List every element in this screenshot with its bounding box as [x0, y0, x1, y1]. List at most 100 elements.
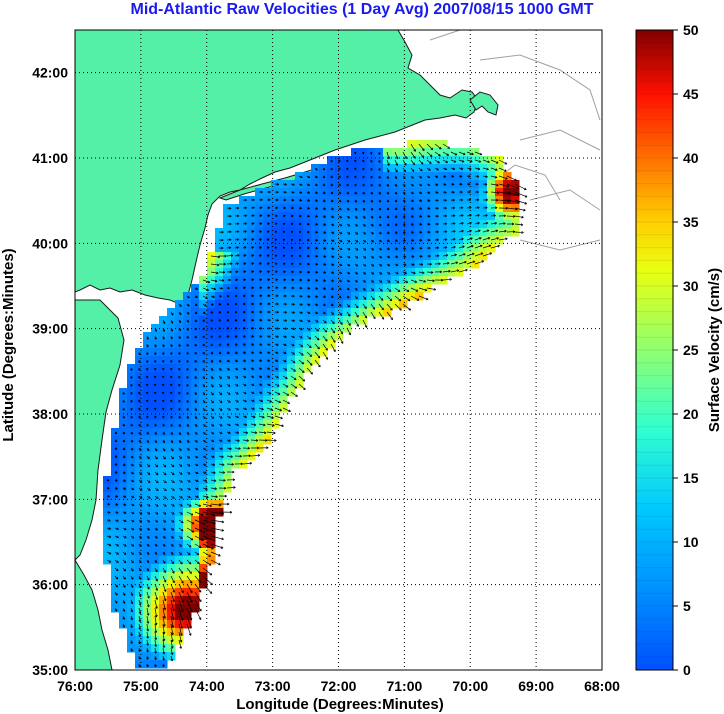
velocity-arrowhead	[267, 230, 270, 234]
velocity-arrowhead	[203, 424, 206, 427]
velocity-arrowhead	[435, 175, 439, 178]
velocity-arrowhead	[452, 190, 455, 194]
velocity-arrowhead	[276, 198, 279, 202]
velocity-arrowhead	[323, 263, 327, 266]
velocity-arrowhead	[164, 496, 167, 499]
velocity-arrowhead	[331, 247, 335, 250]
velocity-arrowhead	[130, 593, 134, 596]
velocity-arrowhead	[155, 520, 159, 523]
velocity-arrowhead	[218, 335, 222, 338]
velocity-arrowhead	[235, 286, 238, 290]
velocity-arrowhead	[130, 424, 133, 427]
velocity-arrowhead	[377, 160, 381, 163]
velocity-arrowhead	[427, 199, 431, 202]
velocity-arrowhead	[477, 167, 481, 171]
velocity-arrowhead	[169, 416, 173, 419]
velocity-arrowhead	[187, 552, 191, 556]
velocity-arrowhead	[427, 183, 431, 186]
velocity-arrowhead	[227, 286, 230, 290]
velocity-arrow	[394, 303, 402, 311]
velocity-arrowhead	[138, 649, 141, 652]
velocity-arrowhead	[131, 535, 135, 539]
velocity-arrowhead	[221, 455, 224, 459]
velocity-arrowhead	[398, 298, 402, 302]
velocity-arrow	[186, 559, 192, 565]
velocity-arrowhead	[114, 463, 118, 466]
velocity-arrowhead	[234, 302, 238, 306]
velocity-arrowhead	[301, 353, 304, 356]
velocity-arrow	[162, 647, 165, 655]
velocity-arrowhead	[163, 616, 166, 619]
velocity-arrowhead	[309, 354, 313, 357]
velocity-arrowhead	[161, 383, 165, 387]
velocity-arrowhead	[325, 338, 328, 342]
velocity-arrowhead	[330, 183, 334, 187]
velocity-arrowhead	[355, 263, 359, 267]
velocity-arrowhead	[486, 229, 490, 233]
velocity-arrowhead	[425, 297, 429, 301]
velocity-arrowhead	[219, 384, 222, 388]
velocity-arrowhead	[240, 462, 243, 466]
velocity-arrowhead	[155, 606, 158, 609]
velocity-arrowhead	[395, 156, 399, 160]
velocity-arrow	[458, 245, 465, 249]
velocity-arrowhead	[453, 230, 456, 233]
velocity-arrowhead	[137, 360, 141, 363]
velocity-arrowhead	[451, 182, 455, 186]
velocity-arrowhead	[386, 199, 390, 203]
velocity-arrow	[210, 551, 221, 557]
x-tick-label: 70:00	[452, 678, 488, 694]
velocity-arrowhead	[292, 352, 295, 355]
velocity-arrowhead	[280, 416, 283, 420]
velocity-arrowhead	[146, 552, 150, 555]
velocity-arrowhead	[307, 175, 311, 179]
velocity-arrowhead	[253, 423, 257, 427]
velocity-arrowhead	[323, 207, 326, 210]
velocity-arrow	[490, 167, 498, 171]
velocity-arrowhead	[186, 440, 190, 443]
velocity-arrowhead	[243, 383, 247, 387]
velocity-arrowhead	[137, 399, 141, 403]
velocity-arrowhead	[291, 206, 294, 210]
velocity-arrow	[170, 591, 175, 602]
velocity-arrowhead	[291, 278, 295, 282]
velocity-arrowhead	[267, 270, 270, 274]
velocity-arrowhead	[177, 352, 181, 355]
velocity-arrowhead	[386, 169, 390, 173]
velocity-arrowhead	[161, 415, 165, 419]
velocity-arrowhead	[433, 287, 437, 291]
velocity-arrowhead	[154, 657, 157, 660]
velocity-arrowhead	[115, 486, 118, 490]
velocity-arrow	[466, 260, 476, 265]
velocity-arrowhead	[202, 530, 206, 534]
velocity-arrow	[202, 279, 211, 283]
velocity-arrowhead	[205, 487, 208, 491]
x-tick-label: 76:00	[57, 678, 93, 694]
velocity-arrowhead	[170, 552, 174, 555]
velocity-arrowhead	[171, 456, 174, 460]
velocity-arrowhead	[170, 336, 173, 340]
velocity-arrowhead	[453, 222, 456, 225]
velocity-arrowhead	[267, 262, 270, 266]
velocity-arrowhead	[177, 360, 181, 363]
velocity-arrow	[146, 607, 149, 616]
velocity-arrowhead	[211, 400, 214, 404]
velocity-arrowhead	[178, 424, 181, 427]
velocity-arrowhead	[444, 198, 447, 202]
velocity-arrowhead	[355, 279, 358, 283]
velocity-arrowhead	[340, 331, 343, 335]
velocity-arrowhead	[251, 383, 255, 386]
velocity-arrowhead	[162, 552, 166, 555]
velocity-arrowhead	[294, 386, 298, 389]
velocity-arrow	[242, 439, 249, 442]
velocity-arrowhead	[419, 222, 422, 226]
velocity-arrow	[170, 559, 174, 564]
velocity-arrowhead	[244, 206, 247, 210]
velocity-arrowhead	[203, 439, 206, 443]
velocity-arrowhead	[170, 321, 174, 324]
velocity-arrowhead	[219, 400, 223, 404]
velocity-arrow	[490, 245, 500, 249]
velocity-arrow	[466, 230, 472, 233]
velocity-arrowhead	[413, 271, 416, 275]
velocity-arrow	[186, 591, 193, 603]
